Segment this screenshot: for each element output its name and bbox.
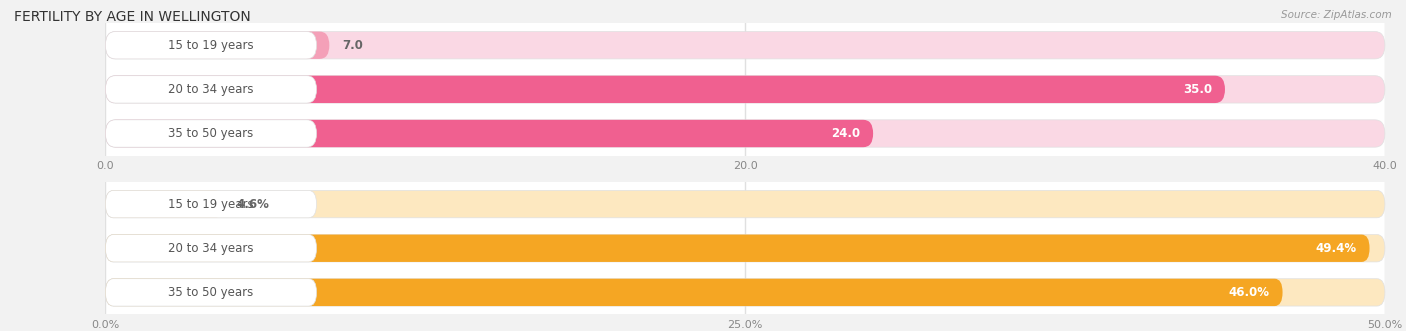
FancyBboxPatch shape (105, 76, 1385, 103)
FancyBboxPatch shape (105, 76, 1225, 103)
FancyBboxPatch shape (105, 235, 316, 262)
Text: 20 to 34 years: 20 to 34 years (169, 83, 253, 96)
FancyBboxPatch shape (105, 279, 316, 306)
FancyBboxPatch shape (105, 279, 1282, 306)
FancyBboxPatch shape (105, 31, 329, 59)
FancyBboxPatch shape (105, 120, 1385, 147)
Text: 46.0%: 46.0% (1229, 286, 1270, 299)
Text: 49.4%: 49.4% (1316, 242, 1357, 255)
FancyBboxPatch shape (105, 31, 1385, 59)
Text: 35 to 50 years: 35 to 50 years (169, 286, 253, 299)
Text: Source: ZipAtlas.com: Source: ZipAtlas.com (1281, 10, 1392, 20)
FancyBboxPatch shape (105, 76, 316, 103)
FancyBboxPatch shape (105, 190, 224, 218)
FancyBboxPatch shape (105, 190, 316, 218)
Text: 15 to 19 years: 15 to 19 years (169, 198, 254, 211)
FancyBboxPatch shape (105, 31, 316, 59)
Text: 20 to 34 years: 20 to 34 years (169, 242, 253, 255)
Text: 15 to 19 years: 15 to 19 years (169, 39, 254, 52)
Text: FERTILITY BY AGE IN WELLINGTON: FERTILITY BY AGE IN WELLINGTON (14, 10, 250, 24)
Text: 24.0: 24.0 (831, 127, 860, 140)
Text: 7.0: 7.0 (342, 39, 363, 52)
Text: 35.0: 35.0 (1182, 83, 1212, 96)
FancyBboxPatch shape (105, 235, 1369, 262)
FancyBboxPatch shape (105, 190, 1385, 218)
Text: 4.6%: 4.6% (236, 198, 269, 211)
FancyBboxPatch shape (105, 120, 316, 147)
FancyBboxPatch shape (105, 120, 873, 147)
Text: 35 to 50 years: 35 to 50 years (169, 127, 253, 140)
FancyBboxPatch shape (105, 235, 1385, 262)
FancyBboxPatch shape (105, 279, 1385, 306)
